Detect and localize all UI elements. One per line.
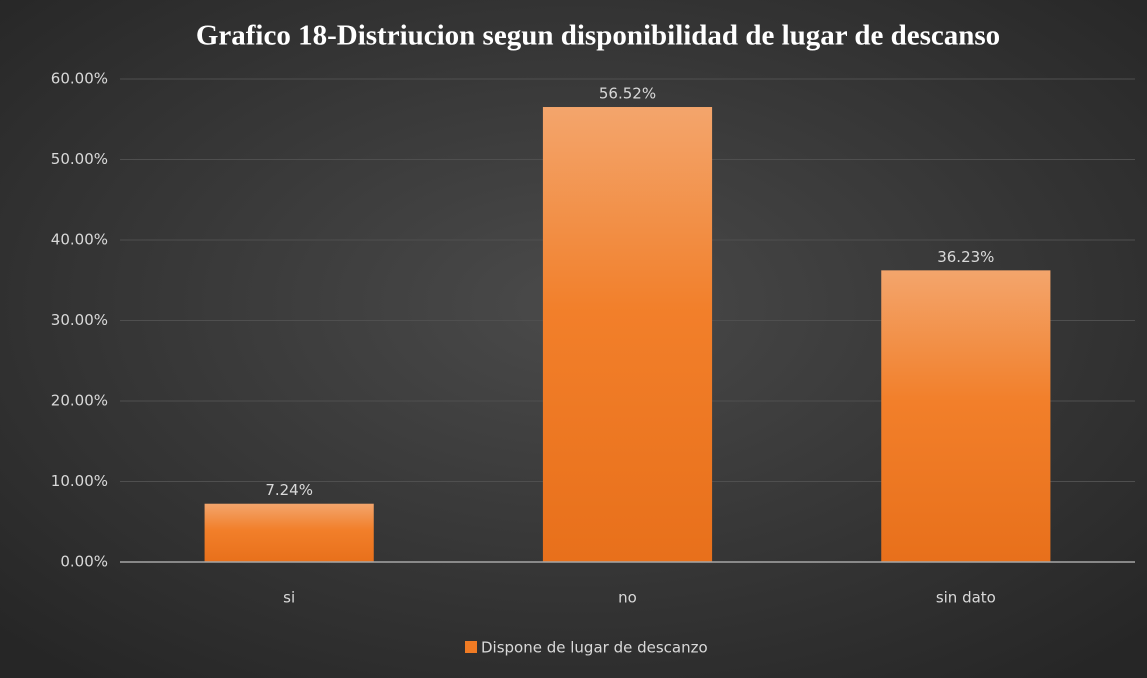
y-tick-label: 20.00% xyxy=(51,392,108,410)
y-tick-label: 40.00% xyxy=(51,231,108,249)
legend-swatch xyxy=(465,641,477,653)
data-label: 56.52% xyxy=(599,85,656,103)
x-tick-label: sin dato xyxy=(936,589,996,607)
x-tick-label: si xyxy=(283,589,295,607)
bar xyxy=(881,270,1051,562)
y-tick-label: 50.00% xyxy=(51,150,108,168)
legend-label: Dispone de lugar de descanzo xyxy=(481,639,708,657)
bar xyxy=(204,503,374,562)
y-tick-label: 10.00% xyxy=(51,472,108,490)
y-tick-label: 60.00% xyxy=(51,70,108,88)
x-tick-label: no xyxy=(618,589,637,607)
data-label: 36.23% xyxy=(937,248,994,266)
bar xyxy=(542,107,713,562)
y-tick-label: 0.00% xyxy=(60,553,108,571)
chart-title: Grafico 18-Distriucion segun disponibili… xyxy=(196,20,1000,52)
data-label: 7.24% xyxy=(265,481,313,499)
y-tick-label: 30.00% xyxy=(51,311,108,329)
